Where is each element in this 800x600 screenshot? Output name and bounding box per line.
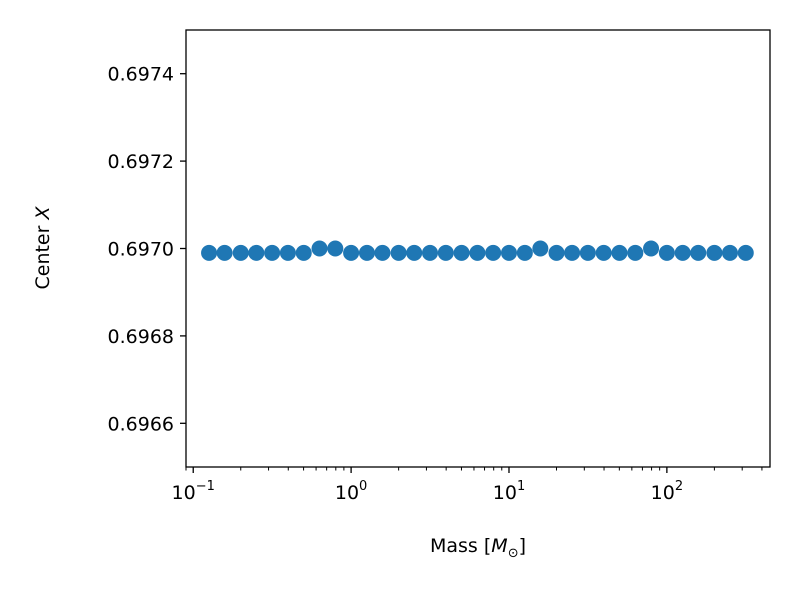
data-point-0-25 bbox=[595, 244, 612, 261]
data-point-0-16 bbox=[453, 244, 470, 261]
y-axis-label: Center X bbox=[32, 206, 54, 290]
data-point-0-19 bbox=[500, 244, 517, 261]
data-point-0-34 bbox=[737, 244, 754, 261]
data-point-0-30 bbox=[674, 244, 691, 261]
data-point-0-11 bbox=[374, 244, 391, 261]
data-point-0-2 bbox=[232, 244, 249, 261]
x-tick-label-3: 102 bbox=[651, 479, 683, 504]
data-points bbox=[201, 240, 754, 261]
data-point-0-31 bbox=[690, 244, 707, 261]
data-point-0-29 bbox=[658, 244, 675, 261]
data-point-0-18 bbox=[485, 244, 502, 261]
data-point-0-1 bbox=[216, 244, 233, 261]
data-point-0-21 bbox=[532, 240, 549, 257]
data-point-0-22 bbox=[548, 244, 565, 261]
x-tick-label-2: 101 bbox=[493, 479, 525, 504]
data-point-0-15 bbox=[437, 244, 454, 261]
data-point-0-5 bbox=[279, 244, 296, 261]
data-point-0-24 bbox=[579, 244, 596, 261]
data-point-0-23 bbox=[564, 244, 581, 261]
data-point-0-28 bbox=[643, 240, 660, 257]
y-tick-label-3: 0.6972 bbox=[108, 151, 174, 173]
data-point-0-10 bbox=[358, 244, 375, 261]
data-point-0-27 bbox=[627, 244, 644, 261]
x-axis: 10−1 100 101 102 bbox=[172, 467, 763, 504]
y-tick-label-0: 0.6966 bbox=[108, 413, 174, 435]
y-axis: 0.6966 0.6968 0.6970 0.6972 0.6974 bbox=[108, 64, 186, 435]
data-point-0-9 bbox=[343, 244, 360, 261]
data-point-0-17 bbox=[469, 244, 486, 261]
data-point-0-3 bbox=[248, 244, 265, 261]
y-tick-label-1: 0.6968 bbox=[108, 326, 174, 348]
data-point-0-14 bbox=[421, 244, 438, 261]
data-point-0-4 bbox=[264, 244, 281, 261]
y-tick-label-4: 0.6974 bbox=[108, 64, 174, 86]
data-point-0-32 bbox=[706, 244, 723, 261]
data-point-0-20 bbox=[516, 244, 533, 261]
data-point-0-6 bbox=[295, 244, 312, 261]
data-point-0-12 bbox=[390, 244, 407, 261]
data-point-0-13 bbox=[406, 244, 423, 261]
data-point-0-7 bbox=[311, 240, 328, 257]
data-point-0-26 bbox=[611, 244, 628, 261]
data-point-0-0 bbox=[201, 244, 218, 261]
x-tick-label-0: 10−1 bbox=[172, 479, 215, 504]
x-tick-label-1: 100 bbox=[335, 479, 367, 504]
data-point-0-8 bbox=[327, 240, 344, 257]
data-point-0-33 bbox=[721, 244, 738, 261]
y-tick-label-2: 0.6970 bbox=[108, 239, 174, 261]
x-axis-label: Mass [M⊙] bbox=[430, 535, 526, 561]
